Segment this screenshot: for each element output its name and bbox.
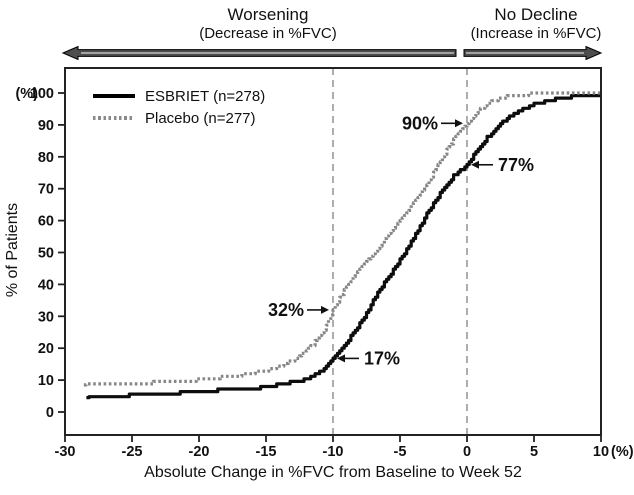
y-tick-label: 40 [38, 277, 54, 293]
x-tick-label: 5 [530, 444, 538, 460]
annotation-label: 17% [364, 348, 400, 368]
worsening-title: Worsening [227, 5, 309, 24]
y-tick-label: 80 [38, 150, 54, 166]
axis-ticks [58, 92, 602, 442]
y-tick-label: 90 [38, 118, 54, 134]
placebo-curve [83, 91, 601, 387]
y-axis-title: % of Patients [4, 202, 21, 298]
x-tick-label: 0 [463, 444, 471, 460]
x-axis-title: Absolute Change in %FVC from Baseline to… [144, 464, 522, 481]
y-tick-label: 50 [38, 246, 54, 262]
curves [83, 91, 601, 400]
worsening-arrow-icon [61, 45, 457, 61]
x-axis-unit: (%) [611, 444, 634, 460]
legend-item-esbriet: ESBRIET (n=278) [93, 85, 265, 107]
esbriet-curve [86, 94, 601, 400]
worsening-subtitle: (Decrease in %FVC) [199, 24, 337, 42]
annotation-17%: 17% [337, 348, 400, 368]
y-tick-label: 0 [46, 405, 54, 421]
legend-label-placebo: Placebo (n=277) [145, 109, 256, 127]
x-tick-label: -15 [256, 444, 277, 460]
y-tick-label: 70 [38, 182, 54, 198]
legend-item-placebo: Placebo (n=277) [93, 107, 265, 129]
x-tick-label: -5 [394, 444, 407, 460]
no-decline-title: No Decline [494, 5, 578, 24]
arrow-head-icon [337, 354, 345, 363]
y-tick-label: 10 [38, 373, 54, 389]
y-axis-unit: (%) [15, 86, 38, 102]
annotation-label: 32% [268, 300, 304, 320]
y-tick-label: 60 [38, 214, 54, 230]
x-tick-label: -25 [122, 444, 143, 460]
x-tick-label: -20 [189, 444, 210, 460]
no-decline-header: No Decline (Increase in %FVC) [451, 5, 621, 42]
annotations: 90% 77% 32% 17% [268, 113, 534, 368]
annotation-32%: 32% [268, 300, 329, 320]
x-tick-label: 10 [593, 444, 609, 460]
arrow-head-icon [471, 160, 479, 169]
axis-tick-labels: -30 -25 -20 -15 -10 -5 0 5 100102030405060708090… [30, 86, 609, 460]
y-tick-label: 30 [38, 309, 54, 325]
annotation-label: 90% [402, 113, 438, 133]
no-decline-subtitle: (Increase in %FVC) [470, 24, 602, 42]
legend: ESBRIET (n=278) Placebo (n=277) [93, 85, 265, 129]
reference-lines [332, 68, 468, 435]
annotation-90%: 90% [402, 113, 463, 133]
placebo-line-sample-icon [93, 116, 134, 120]
annotation-label: 77% [498, 155, 534, 175]
legend-label-esbriet: ESBRIET (n=278) [145, 87, 266, 105]
arrow-head-icon [321, 305, 329, 314]
esbriet-line-sample-icon [93, 94, 135, 98]
no-decline-arrow-icon [463, 45, 603, 61]
x-tick-label: -30 [55, 444, 76, 460]
x-tick-label: -10 [323, 444, 344, 460]
annotation-77%: 77% [471, 155, 534, 175]
worsening-header: Worsening (Decrease in %FVC) [158, 5, 378, 42]
y-tick-label: 100 [30, 86, 54, 102]
y-tick-label: 20 [38, 341, 54, 357]
arrow-head-icon [455, 119, 463, 128]
